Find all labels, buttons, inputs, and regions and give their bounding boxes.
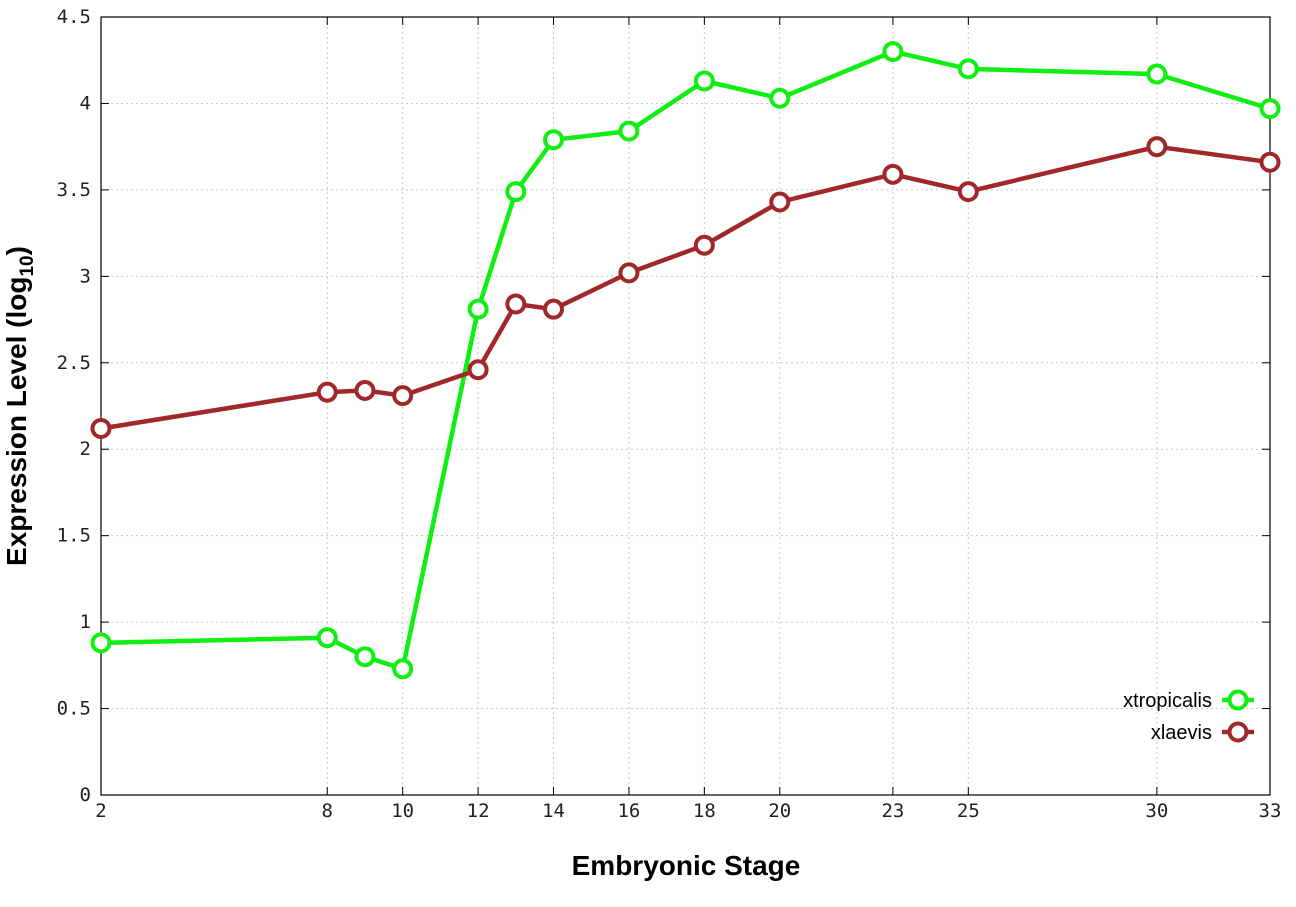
x-tick-label: 2 bbox=[95, 800, 106, 822]
data-point bbox=[957, 58, 979, 80]
data-point bbox=[316, 381, 338, 403]
data-point bbox=[354, 646, 376, 668]
y-tick-label: 4.5 bbox=[57, 6, 91, 28]
y-axis-title-subscript: 10 bbox=[17, 255, 38, 276]
x-tick-label: 10 bbox=[391, 800, 414, 822]
y-tick-label: 2.5 bbox=[57, 352, 91, 374]
plot-frame bbox=[100, 16, 1271, 796]
data-point bbox=[957, 181, 979, 203]
data-point bbox=[882, 163, 904, 185]
y-tick-label: 0.5 bbox=[57, 698, 91, 720]
data-point bbox=[467, 298, 489, 320]
data-point bbox=[90, 632, 112, 654]
x-tick-label: 23 bbox=[881, 800, 904, 822]
data-point bbox=[467, 359, 489, 381]
y-tick-label: 1.5 bbox=[57, 525, 91, 547]
y-axis-title-main: Expression Level (log bbox=[1, 277, 32, 566]
data-point bbox=[618, 262, 640, 284]
legend-entry: xtropicalis bbox=[1123, 689, 1254, 712]
series-xtropicalis bbox=[90, 41, 1281, 680]
legend-label: xtropicalis bbox=[1123, 690, 1212, 712]
x-tick-label: 25 bbox=[957, 800, 980, 822]
y-axis-title: Expression Level (log10) bbox=[1, 246, 38, 566]
data-point bbox=[618, 120, 640, 142]
data-point bbox=[1259, 151, 1281, 173]
data-point bbox=[392, 658, 414, 680]
y-tick-label: 2 bbox=[80, 438, 91, 460]
x-axis-title: Embryonic Stage bbox=[572, 850, 801, 881]
series-line bbox=[100, 144, 1271, 431]
data-point bbox=[505, 181, 527, 203]
x-tick-label: 12 bbox=[467, 800, 490, 822]
data-point bbox=[693, 70, 715, 92]
legend-swatch-marker bbox=[1227, 689, 1249, 711]
grid-lines bbox=[101, 17, 1270, 795]
data-point bbox=[693, 234, 715, 256]
data-series bbox=[90, 41, 1281, 680]
series-xlaevis bbox=[90, 136, 1281, 439]
x-tick-label: 33 bbox=[1259, 800, 1282, 822]
data-point bbox=[1259, 98, 1281, 120]
x-tick-label: 20 bbox=[768, 800, 791, 822]
legend-swatch-marker bbox=[1227, 721, 1249, 743]
x-tick-label: 18 bbox=[693, 800, 716, 822]
data-point bbox=[543, 129, 565, 151]
data-point bbox=[769, 87, 791, 109]
series-line bbox=[100, 49, 1271, 672]
data-point bbox=[90, 417, 112, 439]
y-tick-label: 4 bbox=[80, 92, 91, 114]
y-tick-label: 0 bbox=[80, 784, 91, 806]
data-point bbox=[316, 627, 338, 649]
data-point bbox=[392, 385, 414, 407]
x-tick-label: 8 bbox=[322, 800, 333, 822]
y-tick-label: 3 bbox=[80, 265, 91, 287]
y-tick-label: 3.5 bbox=[57, 179, 91, 201]
y-tick-label: 1 bbox=[80, 611, 91, 633]
legend: xtropicalis xlaevis bbox=[1123, 689, 1254, 744]
x-tick-label: 30 bbox=[1145, 800, 1168, 822]
legend-entry: xlaevis bbox=[1151, 721, 1254, 744]
y-axis-title-close: ) bbox=[1, 246, 32, 255]
data-point bbox=[882, 41, 904, 63]
legend-label: xlaevis bbox=[1151, 722, 1212, 744]
axis-ticks: 2 8 10 12 14 16 18 20 23 25 30 33 0 0.5 1 1.5 2 2.5 3 3.5 4 4… bbox=[57, 6, 1282, 822]
data-point bbox=[354, 379, 376, 401]
data-point bbox=[769, 191, 791, 213]
data-point bbox=[543, 298, 565, 320]
data-point bbox=[1146, 136, 1168, 158]
data-point bbox=[1146, 63, 1168, 85]
x-tick-label: 14 bbox=[542, 800, 565, 822]
data-point bbox=[505, 293, 527, 315]
x-tick-label: 16 bbox=[617, 800, 640, 822]
